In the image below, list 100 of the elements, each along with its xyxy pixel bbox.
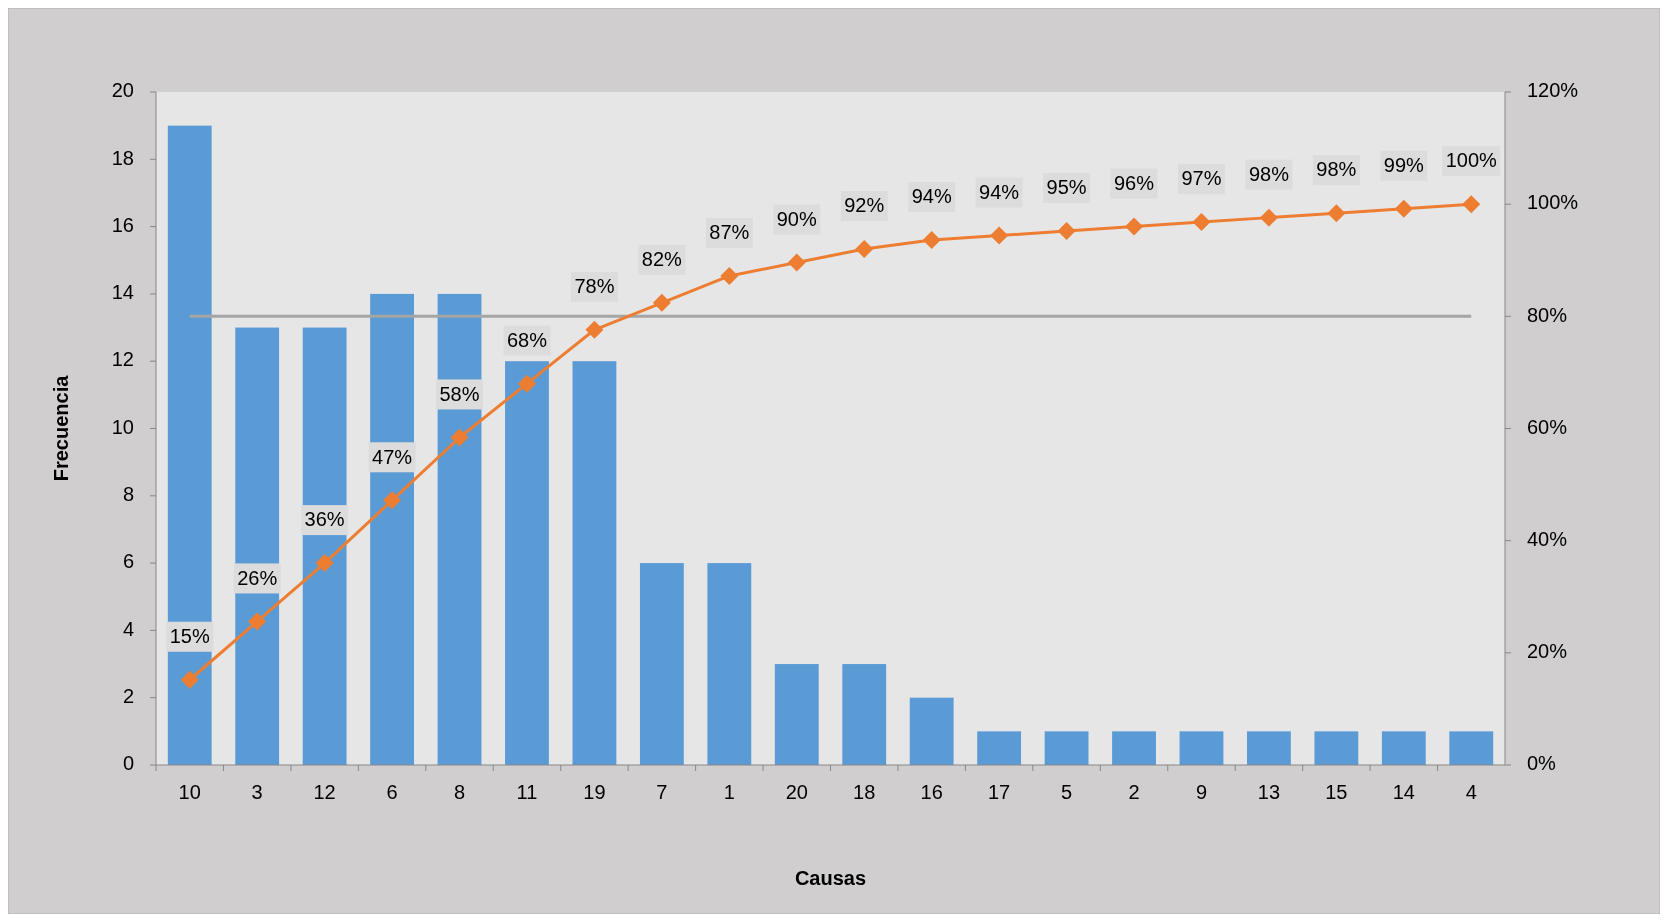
y2-tick-label: 80% bbox=[1527, 303, 1568, 326]
y-tick-label: 14 bbox=[111, 281, 134, 304]
y2-tick-label: 60% bbox=[1527, 415, 1568, 438]
data-label: 96% bbox=[1114, 171, 1155, 194]
y2-tick-label: 40% bbox=[1527, 527, 1568, 550]
x-tick-label: 18 bbox=[853, 781, 876, 803]
point bbox=[990, 226, 1009, 245]
y2-tick-label: 120% bbox=[1527, 79, 1579, 102]
point bbox=[517, 374, 536, 393]
point bbox=[855, 240, 874, 259]
x-tick-label: 5 bbox=[1061, 781, 1073, 803]
bar bbox=[1179, 731, 1224, 765]
data-label: 15% bbox=[169, 625, 210, 648]
data-label: 95% bbox=[1046, 176, 1087, 199]
point bbox=[1327, 204, 1346, 223]
x-tick-label: 6 bbox=[386, 781, 398, 803]
y-tick-label: 16 bbox=[111, 213, 134, 236]
x-tick-label: 3 bbox=[251, 781, 263, 803]
point bbox=[1259, 208, 1278, 227]
bar bbox=[1112, 731, 1156, 765]
x-tick-label: 15 bbox=[1325, 781, 1348, 803]
data-label: 97% bbox=[1181, 167, 1222, 190]
x-tick-label: 20 bbox=[785, 781, 808, 803]
data-label: 99% bbox=[1383, 153, 1425, 176]
data-label: 26% bbox=[237, 566, 278, 589]
y-tick-label: 0 bbox=[122, 752, 134, 775]
bar bbox=[639, 563, 684, 765]
point bbox=[922, 231, 941, 250]
data-label: 100% bbox=[1445, 149, 1498, 172]
bar bbox=[977, 731, 1022, 765]
y-tick-label: 8 bbox=[122, 483, 134, 506]
bar bbox=[370, 293, 414, 765]
point bbox=[1125, 217, 1144, 236]
data-label: 90% bbox=[776, 207, 818, 230]
bar bbox=[235, 327, 280, 765]
x-axis-title: Causas bbox=[794, 867, 867, 889]
x-tick-label: 4 bbox=[1465, 781, 1477, 803]
data-label: 94% bbox=[979, 180, 1020, 203]
y-tick-label: 20 bbox=[111, 79, 134, 102]
x-tick-label: 2 bbox=[1128, 781, 1140, 803]
point bbox=[248, 612, 267, 631]
y-tick-label: 18 bbox=[111, 146, 134, 169]
y2-tick-label: 0% bbox=[1527, 752, 1557, 775]
bar bbox=[437, 293, 482, 765]
bar bbox=[842, 664, 887, 765]
x-tick-label: 9 bbox=[1195, 781, 1208, 803]
bar bbox=[1381, 731, 1426, 765]
bar bbox=[302, 327, 347, 765]
y-axis-title: Frecuencia bbox=[50, 374, 72, 482]
x-tick-label: 12 bbox=[313, 781, 336, 803]
bar bbox=[167, 125, 212, 765]
data-label: 92% bbox=[844, 194, 885, 217]
bar bbox=[774, 664, 819, 765]
data-label: 98% bbox=[1316, 158, 1357, 181]
y-tick-label: 4 bbox=[122, 617, 134, 640]
x-tick-label: 10 bbox=[178, 781, 201, 803]
bar bbox=[572, 361, 617, 765]
point bbox=[787, 253, 806, 272]
y2-tick-label: 20% bbox=[1527, 640, 1568, 663]
bar bbox=[1314, 731, 1359, 765]
point bbox=[585, 320, 604, 339]
data-label: 87% bbox=[709, 221, 750, 244]
point bbox=[315, 554, 334, 573]
y-tick-label: 6 bbox=[122, 550, 134, 573]
x-tick-label: 14 bbox=[1392, 781, 1415, 803]
x-tick-label: 16 bbox=[920, 781, 943, 803]
x-tick-label: 7 bbox=[656, 781, 668, 803]
data-label: 78% bbox=[574, 275, 615, 298]
y-tick-label: 12 bbox=[111, 348, 134, 371]
point bbox=[720, 266, 739, 285]
x-tick-label: 1 bbox=[723, 781, 735, 803]
data-label: 98% bbox=[1248, 162, 1290, 185]
x-tick-label: 19 bbox=[583, 781, 606, 803]
bar bbox=[707, 563, 752, 765]
bar bbox=[1044, 731, 1089, 765]
data-label: 36% bbox=[304, 508, 345, 531]
bar bbox=[909, 697, 954, 765]
point bbox=[1057, 222, 1076, 241]
data-label: 58% bbox=[439, 382, 480, 405]
y-tick-label: 10 bbox=[111, 415, 134, 438]
point bbox=[383, 491, 402, 510]
x-tick-label: 13 bbox=[1257, 781, 1281, 803]
y2-tick-label: 100% bbox=[1527, 191, 1579, 214]
point bbox=[180, 670, 199, 689]
point bbox=[1192, 213, 1211, 232]
bar bbox=[505, 361, 549, 765]
data-label: 47% bbox=[372, 445, 413, 468]
data-label: 82% bbox=[641, 248, 683, 271]
point bbox=[1462, 195, 1481, 214]
x-tick-label: 17 bbox=[988, 781, 1011, 803]
x-tick-label: 8 bbox=[453, 781, 466, 803]
bar bbox=[1449, 731, 1494, 765]
point bbox=[450, 428, 469, 447]
data-label: 94% bbox=[911, 185, 952, 208]
bar bbox=[1247, 731, 1291, 765]
data-label: 68% bbox=[506, 328, 548, 351]
y-tick-label: 2 bbox=[122, 684, 134, 707]
x-tick-label: 11 bbox=[516, 781, 538, 803]
point bbox=[652, 293, 671, 312]
point bbox=[1394, 199, 1413, 218]
